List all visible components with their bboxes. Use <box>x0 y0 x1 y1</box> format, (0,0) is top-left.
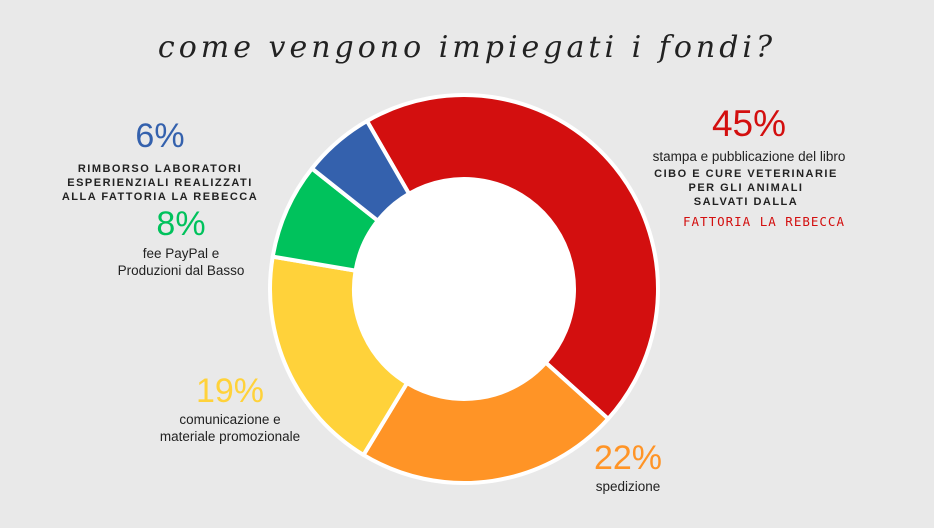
value-label-fee: 8% <box>156 205 206 243</box>
label-rimborso: 6% RIMBORSO LABORATORI ESPERIENZIALI REA… <box>50 118 270 204</box>
category-label-rimborso-1: RIMBORSO LABORATORI <box>77 163 243 175</box>
value-label-rimborso: 6% <box>135 117 185 155</box>
note-line-1: CIBO E CURE VETERINARIE <box>654 168 838 180</box>
note-cibo-cure: CIBO E CURE VETERINARIE PER GLI ANIMALI … <box>646 167 846 209</box>
note-line-3: SALVATI DALLA <box>693 196 799 208</box>
label-comunicazione: 19% comunicazione e materiale promoziona… <box>140 373 320 445</box>
category-label-rimborso-2: ESPERIENZIALI REALIZZATI <box>67 177 253 189</box>
category-label-comunicazione-1: comunicazione e <box>179 412 281 427</box>
category-label-stampa: stampa e pubblicazione del libro <box>652 149 846 164</box>
category-label-spedizione: spedizione <box>595 479 661 494</box>
note-fattoria: FATTORIA LA REBECCA <box>683 214 845 229</box>
donut-hole <box>355 180 573 398</box>
label-fee: 8% fee PayPal e Produzioni dal Basso <box>96 206 266 279</box>
slice-stampa <box>365 93 660 421</box>
slice-spedizione <box>361 360 611 485</box>
value-label-spedizione: 22% <box>593 439 663 477</box>
value-label-stampa: 45% <box>711 103 787 144</box>
value-label-comunicazione: 19% <box>195 372 265 410</box>
category-label-fee-1: fee PayPal e <box>142 246 220 261</box>
note-line-2: PER GLI ANIMALI <box>688 182 804 194</box>
category-label-comunicazione-2: materiale promozionale <box>159 429 301 444</box>
category-label-fee-2: Produzioni dal Basso <box>117 263 245 278</box>
label-stampa: 45% stampa e pubblicazione del libro <box>604 104 894 165</box>
slice-rimborso <box>309 118 411 223</box>
label-spedizione: 22% spedizione <box>578 440 678 495</box>
category-label-rimborso-3: ALLA FATTORIA LA REBECCA <box>61 191 259 203</box>
chart-title: come vengono impiegati i fondi? <box>157 30 777 65</box>
